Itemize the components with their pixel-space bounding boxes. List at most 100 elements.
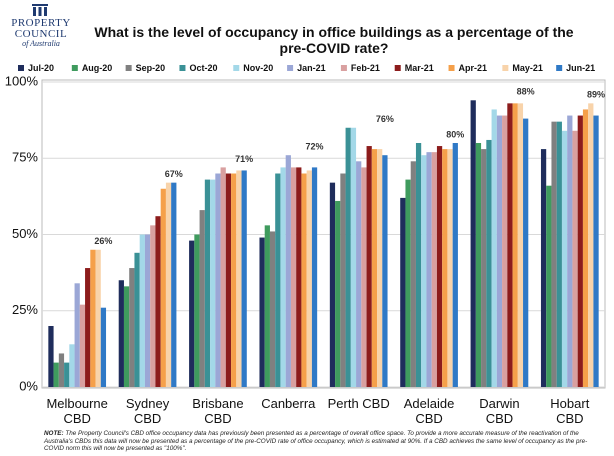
bar [329, 182, 336, 387]
bar [588, 103, 594, 387]
bar [150, 225, 156, 387]
bar [285, 155, 291, 387]
x-tick-label: Perth CBD [327, 396, 390, 411]
data-label: 80% [446, 129, 464, 139]
bar [280, 167, 286, 387]
bar [496, 115, 503, 388]
bar [48, 326, 54, 387]
note: NOTE: The Property Council's CBD office … [44, 430, 604, 453]
bar [452, 143, 458, 387]
legend-swatch [71, 65, 78, 71]
bar [356, 161, 362, 387]
legend-label: Apr-21 [459, 63, 488, 73]
bar [382, 155, 388, 387]
bar [431, 152, 437, 387]
bar [215, 173, 221, 387]
bar [400, 197, 406, 387]
bar [296, 167, 302, 387]
bar [475, 143, 482, 387]
x-tick-label: Darwin CBD [479, 396, 520, 426]
legend-label: Oct-20 [189, 63, 217, 73]
bar [301, 173, 307, 387]
bar [236, 170, 242, 387]
bar [366, 146, 372, 387]
bar [189, 240, 195, 387]
legend-swatch [233, 65, 240, 71]
bar [165, 182, 172, 387]
legend-label: Aug-20 [82, 63, 113, 73]
bar [85, 268, 91, 387]
bar [442, 149, 448, 387]
y-tick-label: 0% [19, 378, 38, 393]
bar [426, 152, 432, 387]
bar [259, 237, 265, 387]
x-tick-label: Hobart CBD [550, 396, 590, 426]
bar [306, 170, 312, 387]
bar [335, 200, 341, 387]
bar [241, 170, 247, 387]
bar [507, 103, 513, 387]
bar [311, 167, 318, 387]
bar [572, 130, 578, 388]
bar [421, 155, 427, 387]
data-label: 76% [376, 114, 394, 124]
legend-swatch [179, 65, 186, 71]
bar [582, 109, 589, 387]
bar [160, 188, 166, 387]
y-tick-label: 25% [12, 302, 38, 317]
bar [264, 225, 270, 387]
bar [275, 173, 281, 387]
bar [155, 216, 161, 387]
bar [64, 362, 70, 387]
legend-label: Jul-20 [28, 63, 54, 73]
bar [410, 161, 416, 387]
data-label: 88% [517, 87, 535, 97]
bar [470, 100, 476, 388]
legend-swatch [502, 65, 509, 71]
legend-swatch [556, 65, 563, 71]
y-tick-label: 100% [5, 73, 39, 88]
legend-swatch [394, 65, 401, 71]
x-tick-label: Adelaide CBD [403, 396, 455, 426]
bar [134, 252, 140, 387]
bar [350, 127, 357, 387]
x-tick-label: Brisbane CBD [192, 396, 244, 426]
bar [69, 344, 75, 387]
bar [171, 182, 177, 387]
bar [523, 118, 529, 387]
bar [199, 210, 205, 387]
bar [512, 103, 518, 387]
data-label: 71% [235, 154, 253, 164]
bar [540, 149, 547, 387]
bar [118, 280, 124, 387]
bar [447, 149, 453, 387]
logo-mark [32, 4, 48, 6]
bar [593, 115, 599, 388]
bar [225, 173, 232, 387]
logo-mark [44, 7, 47, 16]
logo-mark [33, 7, 36, 16]
y-tick-label: 50% [12, 226, 38, 241]
bar [123, 286, 130, 387]
data-label: 89% [587, 90, 605, 100]
bar [491, 109, 497, 387]
legend-swatch [125, 65, 132, 71]
bar [361, 167, 367, 387]
legend-swatch [287, 65, 294, 71]
bar [517, 103, 524, 387]
legend-label: Jun-21 [566, 63, 595, 73]
legend-label: Nov-20 [243, 63, 273, 73]
bar [139, 234, 145, 387]
bar [58, 353, 65, 387]
bar [194, 234, 200, 387]
bar [345, 127, 351, 387]
legend-swatch [18, 65, 24, 71]
chart-title: What is the level of occupancy in office… [94, 24, 574, 56]
bar [231, 173, 237, 387]
logo-text: of Australia [22, 39, 60, 48]
bar [129, 268, 135, 387]
bar [556, 121, 562, 388]
data-label: 67% [165, 169, 183, 179]
